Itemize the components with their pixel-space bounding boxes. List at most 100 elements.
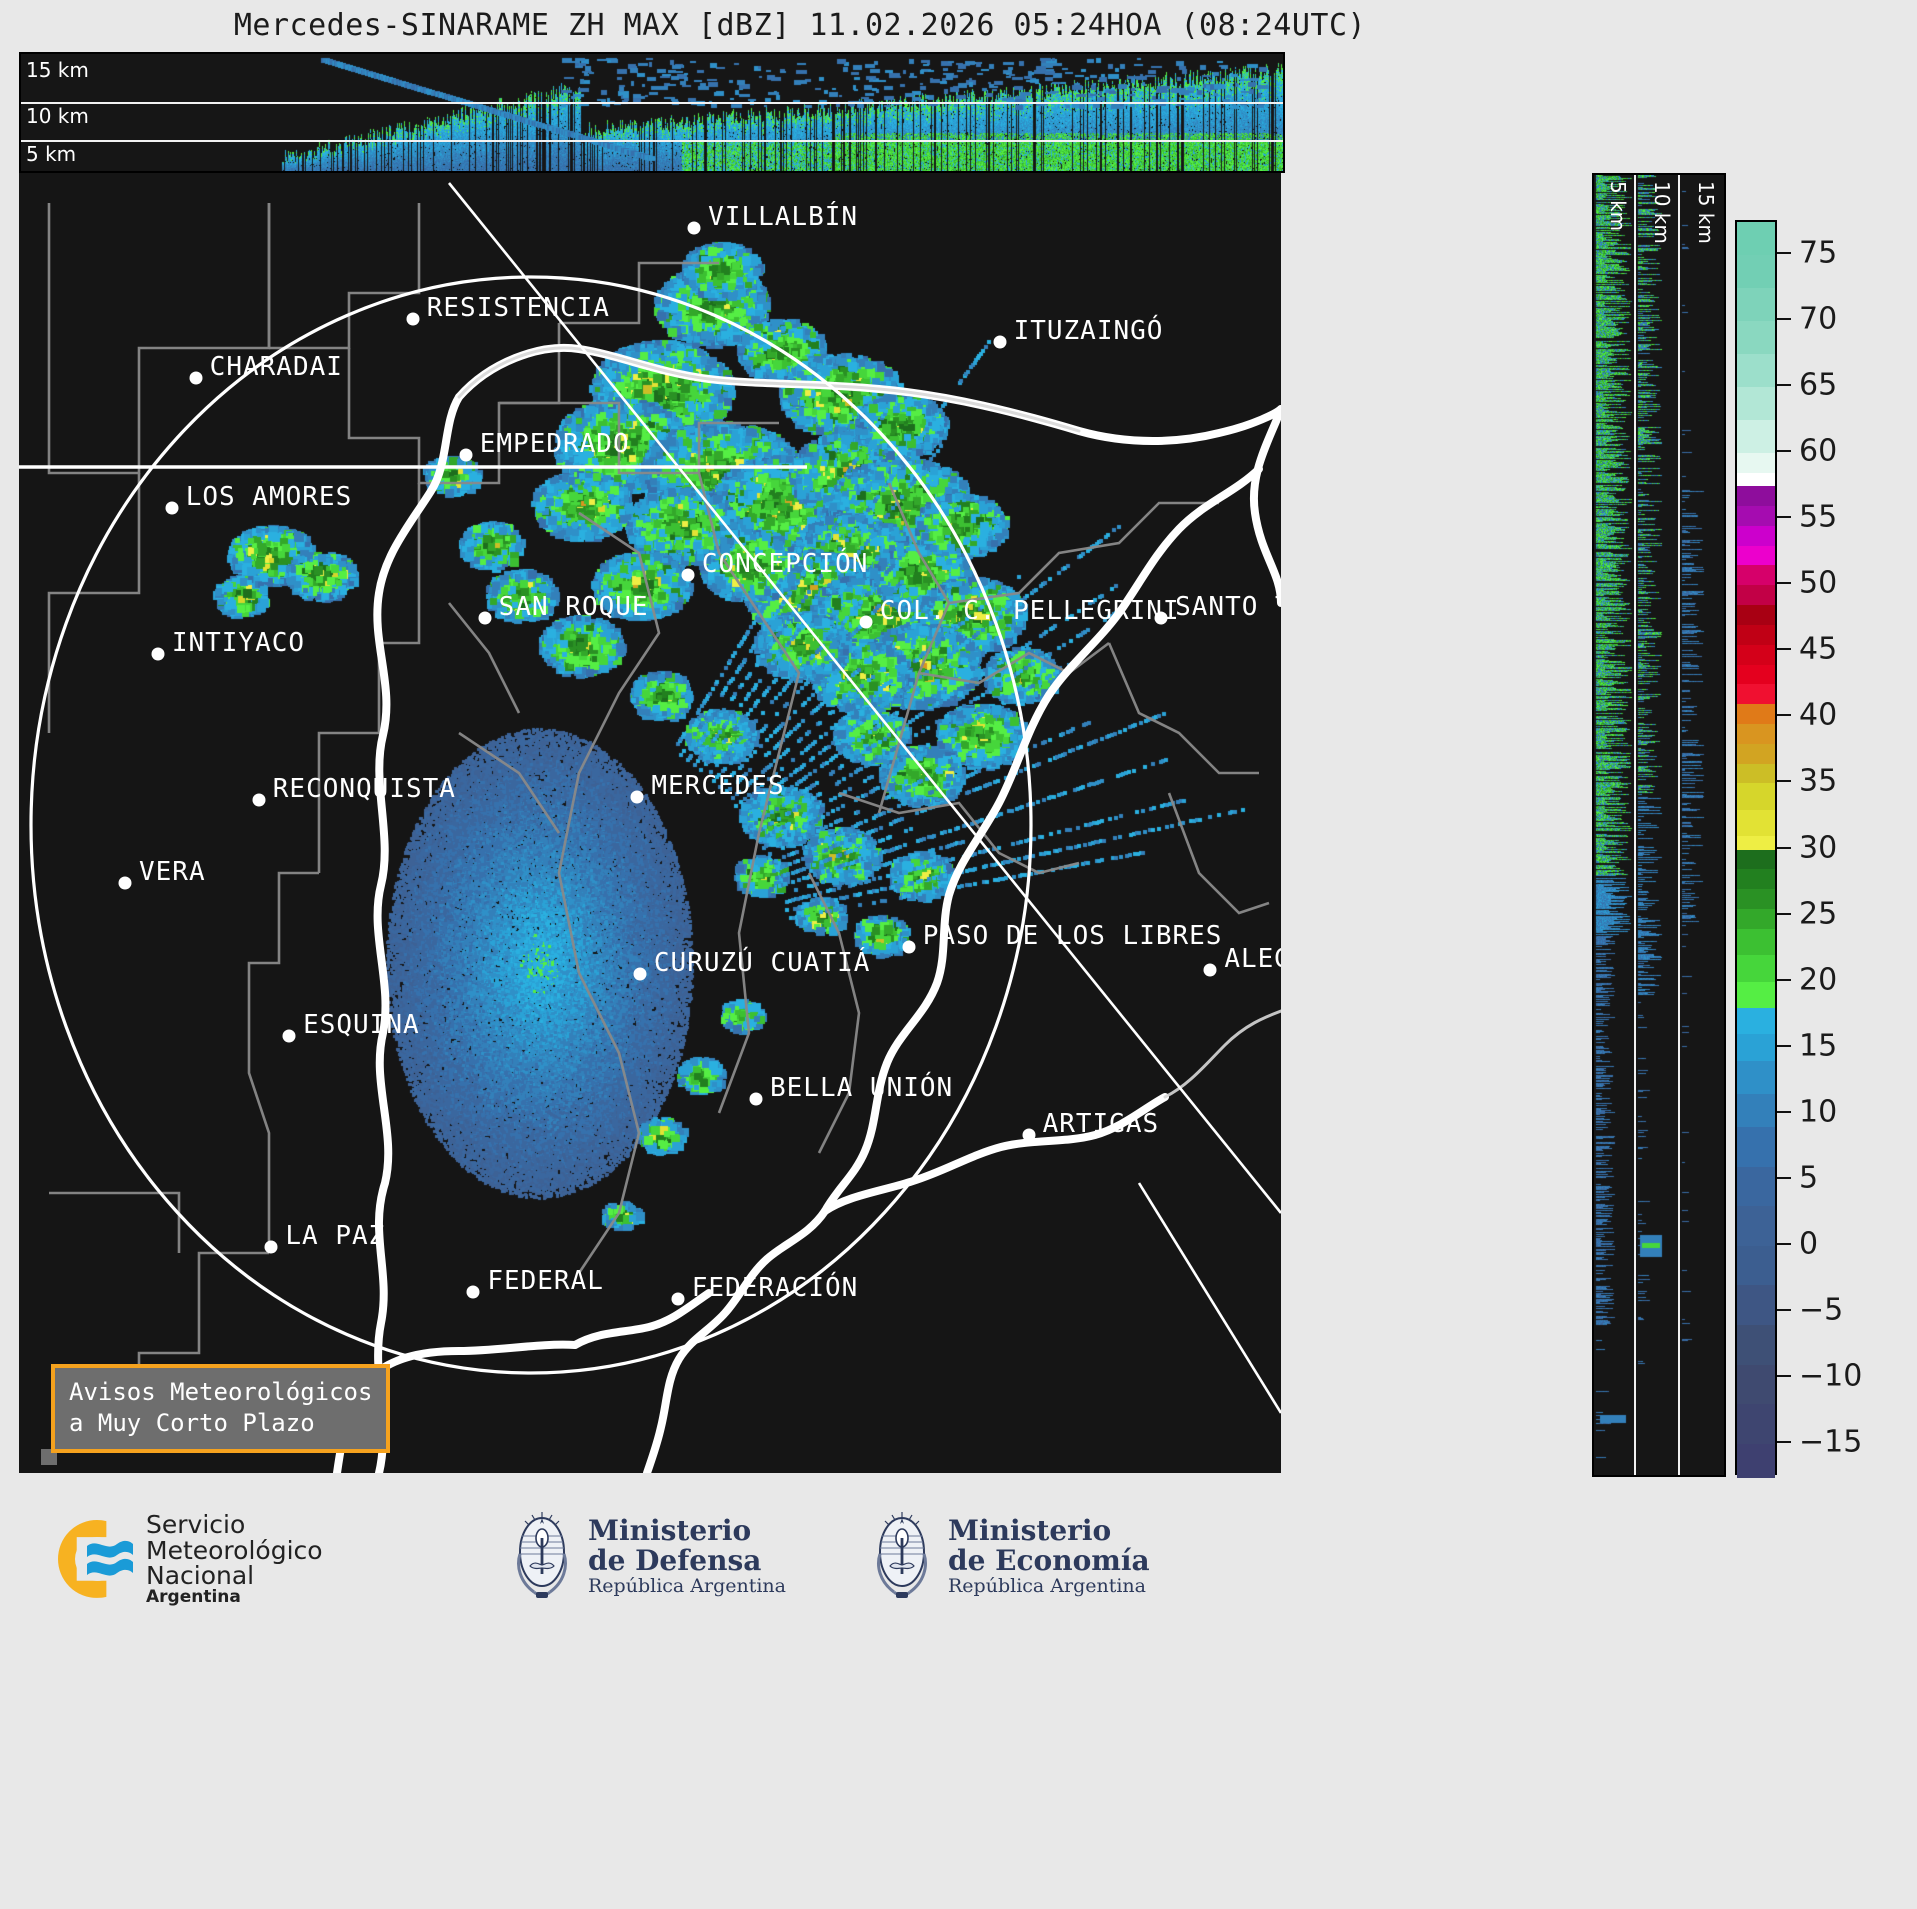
city-dot-icon	[681, 568, 695, 582]
city-label: CURUZÚ CUATIÁ	[653, 947, 871, 978]
altitude-label-right-15km: 15 km	[1694, 181, 1718, 244]
defensa-line-2: de Defensa	[588, 1543, 762, 1577]
colorbar-segment	[1737, 836, 1775, 851]
colorbar	[1735, 220, 1777, 1478]
colorbar-tick	[1777, 384, 1791, 387]
colorbar-segment	[1737, 1404, 1775, 1445]
smn-emblem-icon	[58, 1519, 136, 1598]
colorbar-segment	[1737, 889, 1775, 910]
defensa-line-3: República Argentina	[588, 1574, 786, 1597]
colorbar-segment	[1737, 704, 1775, 725]
altitude-label-15km: 15 km	[26, 58, 89, 82]
colorbar-tick	[1777, 1242, 1791, 1245]
colorbar-segment	[1737, 981, 1775, 1009]
colorbar-segment	[1737, 1325, 1775, 1366]
altitude-label-right-10km: 10 km	[1650, 181, 1674, 244]
colorbar-tick-label: 65	[1799, 367, 1838, 403]
colorbar-tick-label: 20	[1799, 962, 1838, 998]
city-label: FEDERAL	[487, 1266, 604, 1297]
colorbar-tick-label: −15	[1799, 1424, 1863, 1460]
city-label: PASO DE LOS LIBRES	[922, 920, 1223, 951]
city-label: ESQUINA	[303, 1010, 420, 1041]
colorbar-segment	[1737, 1126, 1775, 1168]
radar-map[interactable]: VILLALBÍN RESISTENCIA CHARADAI EMPEDRADO LOS…	[19, 173, 1281, 1473]
argentina-coat-of-arms-icon-2	[877, 1512, 927, 1598]
colorbar-segment	[1737, 743, 1775, 765]
colorbar-tick-label: 40	[1799, 697, 1838, 733]
smn-logo-text: Servicio Meteorológico Nacional Argentin…	[146, 1512, 323, 1606]
city-label: ARTIGAS	[1042, 1109, 1160, 1139]
city-dot-icon	[1154, 611, 1168, 625]
colorbar-tick	[1777, 1176, 1791, 1179]
altitude-label-5km: 5 km	[26, 142, 77, 166]
colorbar-tick-label: 30	[1799, 830, 1838, 865]
colorbar-segment	[1737, 724, 1775, 745]
colorbar-segment	[1737, 624, 1775, 646]
defensa-line-1: Ministerio	[588, 1513, 752, 1547]
smn-line-2: Meteorológico	[146, 1535, 323, 1565]
colorbar-segment	[1737, 222, 1775, 256]
city-dot-icon	[993, 335, 1007, 349]
colorbar-tick	[1777, 582, 1791, 585]
colorbar-segment	[1737, 545, 1775, 567]
city-label: MERCEDES	[651, 771, 785, 801]
warning-line-2: a Muy Corto Plazo	[69, 1409, 315, 1437]
cross-section-top-panel: 15 km 10 km 5 km	[19, 52, 1285, 173]
city-dot-icon	[151, 647, 165, 661]
city-dot-icon	[165, 501, 179, 515]
colorbar-segment	[1737, 783, 1775, 811]
colorbar-segment	[1737, 928, 1775, 956]
colorbar-segment	[1737, 453, 1775, 474]
city-label: VERA	[139, 856, 206, 887]
colorbar-tick-label: 0	[1799, 1226, 1819, 1262]
smn-line-4: Argentina	[146, 1586, 241, 1607]
warning-badge: Avisos Meteorológicos a Muy Corto Plazo	[51, 1364, 391, 1453]
economia-line-1: Ministerio	[948, 1513, 1112, 1547]
page-title: Mercedes-SINARAME ZH MAX [dBZ] 11.02.202…	[233, 8, 1367, 43]
colorbar-segment	[1737, 506, 1775, 527]
altitude-label-10km: 10 km	[26, 104, 89, 128]
colorbar-segment	[1737, 255, 1775, 289]
city-dot-icon	[1203, 963, 1217, 977]
footer-logo-bar: Servicio Meteorológico Nacional Argentin…	[0, 1478, 1917, 1909]
altitude-gridline-right-5km	[1634, 175, 1636, 1475]
colorbar-tick	[1777, 252, 1791, 255]
smn-waves-icon	[87, 1540, 133, 1576]
colorbar-tick	[1777, 1374, 1791, 1377]
colorbar-tick	[1777, 318, 1791, 321]
colorbar-tick	[1777, 1308, 1791, 1311]
colorbar-segment	[1737, 1166, 1775, 1207]
colorbar-segment	[1737, 1364, 1775, 1405]
city-dot-icon	[264, 1240, 278, 1254]
city-dot-icon	[859, 615, 873, 628]
warning-badge-container: Avisos Meteorológicos a Muy Corto Plazo	[41, 1364, 391, 1465]
argentina-coat-of-arms-icon	[517, 1512, 567, 1598]
colorbar-tick	[1777, 450, 1791, 453]
colorbar-tick	[1777, 1440, 1791, 1443]
city-dot-icon	[252, 793, 266, 807]
colorbar-container: 75 70 65 60 55 50 45 40 35 30 25 20 15 10 5 0 −5 −10 −15	[1735, 220, 1905, 1478]
city-label: ITUZAINGÓ	[1013, 316, 1164, 346]
colorbar-segment	[1737, 387, 1775, 421]
colorbar-segment	[1737, 644, 1775, 666]
colorbar-segment	[1737, 486, 1775, 507]
colorbar-tick	[1777, 846, 1791, 849]
colorbar-tick-label: −10	[1799, 1358, 1863, 1394]
ministerio-defensa-text: Ministerio de Defensa República Argentin…	[588, 1513, 786, 1597]
colorbar-tick	[1777, 978, 1791, 981]
rivers-and-coastline	[333, 344, 1281, 1473]
ministerio-defensa-logo: Ministerio de Defensa República Argentin…	[510, 1508, 786, 1604]
colorbar-segment	[1737, 565, 1775, 586]
colorbar-tick-label: 45	[1799, 631, 1838, 667]
colorbar-tick-label: 25	[1799, 896, 1838, 932]
colorbar-segment	[1737, 1034, 1775, 1062]
colorbar-tick	[1777, 516, 1791, 519]
colorbar-tick	[1777, 1110, 1791, 1113]
colorbar-tick	[1777, 648, 1791, 651]
city-label: EMPEDRADO	[479, 429, 630, 460]
city-label: CONCEPCIÓN	[701, 548, 869, 579]
colorbar-tick	[1777, 780, 1791, 783]
city-label: INTIYACO	[171, 628, 306, 658]
geographic-graticule	[19, 182, 1281, 1414]
colorbar-segment	[1737, 1285, 1775, 1326]
